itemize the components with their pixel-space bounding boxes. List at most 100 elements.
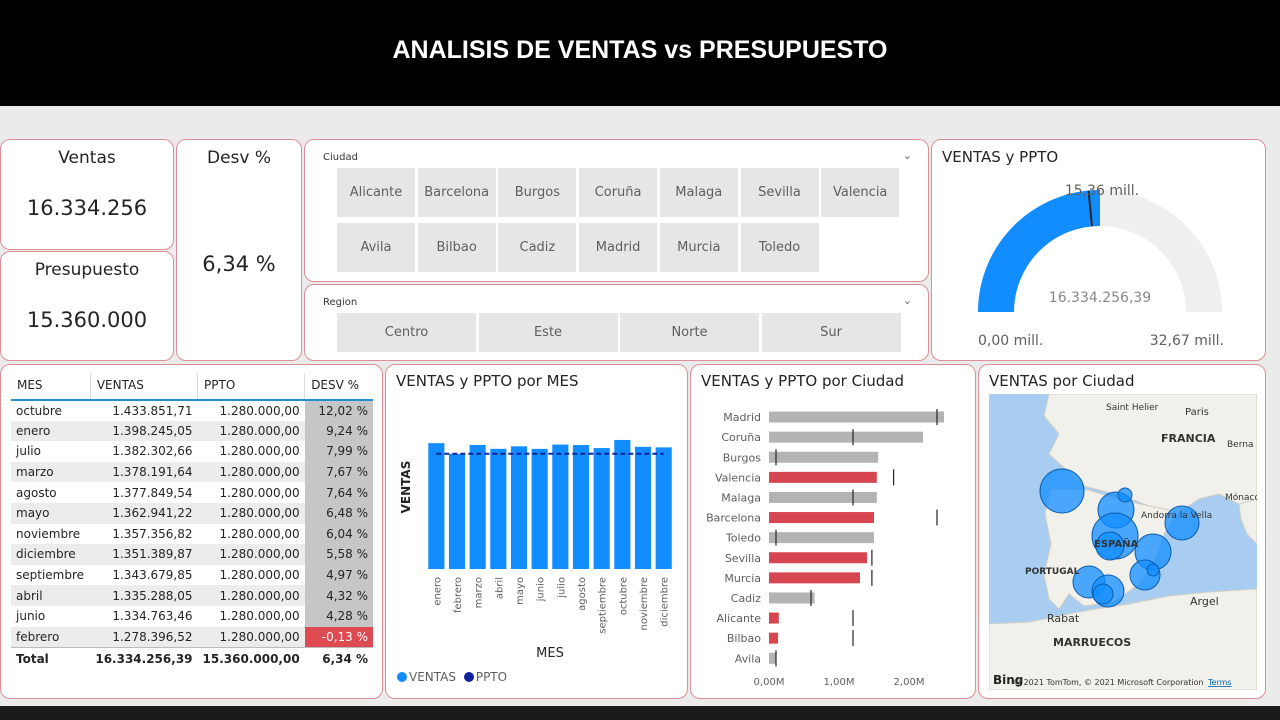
map-bubble[interactable] (1095, 531, 1125, 561)
bar-ventas-octubre[interactable] (614, 439, 631, 569)
y-tick-label: Bilbao (727, 632, 761, 645)
bar-ventas-malaga[interactable] (769, 491, 877, 503)
x-tick-label: junio (536, 577, 547, 602)
bar-ventas-alicante[interactable] (769, 612, 779, 624)
bar-ventas-julio[interactable] (552, 444, 569, 569)
bar-ventas-abril[interactable] (490, 448, 507, 569)
bar-ventas-toledo[interactable] (769, 532, 874, 544)
table-row[interactable]: junio 1.334.763,46 1.280.000,00 4,28 % (11, 605, 373, 627)
region-tile-este[interactable]: Este (478, 313, 618, 352)
x-tick-label: agosto (577, 577, 588, 611)
table-row[interactable]: noviembre 1.357.356,82 1.280.000,00 6,04 % (11, 523, 373, 545)
table-cell-desv-: 12,02 % (304, 400, 373, 421)
table-cell-ventas: 1.335.288,05 (90, 585, 198, 606)
y-tick-label: Avila (735, 652, 761, 665)
kpi-desv-label: Desv % (206, 148, 272, 168)
map-labels: Saint Helier Paris FRANCIA Berna Mónaco Andor… (1025, 403, 1257, 649)
ciudad-tile-malaga[interactable]: Malaga (659, 168, 738, 217)
x-tick-label: mayo (515, 577, 526, 605)
region-tile-sur[interactable]: Sur (761, 313, 901, 352)
map-bubble[interactable] (1146, 563, 1160, 577)
bing-logo-icon: Bing (993, 673, 1023, 687)
table-row[interactable]: diciembre 1.351.389,87 1.280.000,00 5,58 % (11, 544, 373, 565)
ciudad-tile-barcelona[interactable]: Barcelona (417, 168, 496, 217)
map-bubble[interactable] (1039, 468, 1085, 514)
bar-ventas-agosto[interactable] (572, 444, 590, 569)
table-cell-mes: enero (11, 420, 91, 442)
kpi-ventas-value: 16.334.256 (26, 196, 148, 220)
table-row[interactable]: octubre 1.433.851,71 1.280.000,00 12,02 % (11, 400, 373, 421)
legend-ventas[interactable]: VENTAS (397, 670, 456, 684)
ciudad-tile-madrid[interactable]: Madrid (579, 223, 658, 272)
chevron-down-icon[interactable]: ⌄ (902, 149, 912, 162)
bar-ventas-cadiz[interactable] (769, 592, 815, 604)
table-cell-ppto: 1.280.000,00 (197, 544, 305, 565)
legend-ventas-label: VENTAS (409, 670, 456, 684)
bar-ventas-barcelona[interactable] (769, 512, 874, 524)
ciudad-tile-bilbao[interactable]: Bilbao (417, 223, 496, 272)
gauge-target-marker (1087, 190, 1093, 227)
map-place-label: Mónaco (1225, 492, 1257, 503)
table-row[interactable]: mayo 1.362.941,22 1.280.000,00 6,48 % (11, 502, 373, 524)
bar-ventas-febrero[interactable] (448, 453, 466, 569)
ciudad-tile-avila[interactable]: Avila (337, 223, 415, 272)
ciudad-chart-title: VENTAS y PPTO por Ciudad (701, 372, 904, 390)
ciudad-tile-murcia[interactable]: Murcia (659, 223, 738, 272)
column-header-mes[interactable]: MES (11, 373, 91, 401)
table-cell-ppto: 1.280.000,00 (197, 461, 305, 483)
x-tick-label: octubre (618, 577, 629, 615)
bar-ventas-noviembre[interactable] (634, 446, 652, 569)
ciudad-tile-valencia[interactable]: Valencia (821, 168, 900, 217)
y-tick-label: Malaga (721, 491, 761, 504)
bar-ventas-mayo[interactable] (510, 446, 528, 569)
bar-ventas-septiembre[interactable] (593, 448, 610, 569)
bar-ventas-sevilla[interactable] (769, 552, 867, 564)
bar-ventas-murcia[interactable] (769, 572, 860, 584)
bar-ventas-madrid[interactable] (769, 411, 944, 423)
bar-ventas-valencia[interactable] (769, 471, 877, 483)
map-terms-link[interactable]: Terms (1207, 678, 1232, 687)
bar-ventas-avila[interactable] (769, 652, 776, 664)
ciudad-tile-sevilla[interactable]: Sevilla (740, 168, 819, 217)
table-row[interactable]: marzo 1.378.191,64 1.280.000,00 7,67 % (11, 461, 373, 483)
ventas-map-card: VENTAS por Ciudad Saint Helier Paris FRANC… (978, 364, 1266, 699)
table-row[interactable]: enero 1.398.245,05 1.280.000,00 9,24 % (11, 420, 373, 442)
map-bubble[interactable] (1117, 487, 1133, 503)
gauge-chart: 15,36 mill. 16.334.256,39 0,00 mill. 32,… (978, 183, 1224, 349)
bar-ventas-burgos[interactable] (769, 451, 879, 463)
table-row[interactable]: abril 1.335.288,05 1.280.000,00 4,32 % (11, 585, 373, 606)
bar-ventas-enero[interactable] (428, 443, 445, 569)
table-cell-ppto: 1.280.000,00 (219, 526, 300, 541)
bar-ventas-diciembre[interactable] (655, 447, 672, 569)
region-tile-norte[interactable]: Norte (620, 313, 759, 352)
ciudad-tile-toledo[interactable]: Toledo (740, 223, 819, 272)
legend-ppto[interactable]: PPTO (463, 670, 507, 684)
kpi-ventas-label: Ventas (58, 148, 116, 168)
table-row[interactable]: septiembre 1.343.679,85 1.280.000,00 4,97 % (11, 564, 373, 586)
map-bubble[interactable] (1164, 505, 1200, 541)
bar-ventas-junio[interactable] (531, 448, 548, 569)
bar-ventas-marzo[interactable] (469, 444, 486, 569)
bar-ventas-bilbao[interactable] (769, 632, 779, 644)
column-header-desv-[interactable]: DESV % (304, 373, 373, 401)
map-bubble[interactable] (1092, 583, 1114, 605)
region-tile-centro[interactable]: Centro (337, 313, 476, 352)
map-place-label: FRANCIA (1161, 432, 1216, 445)
column-header-ventas[interactable]: VENTAS (89, 373, 198, 401)
y-tick-label: Cadiz (731, 592, 761, 605)
mes-table: MES VENTAS PPTO DESV % octubre 1.433.851,71 1… (11, 373, 373, 672)
table-row[interactable]: julio 1.382.302,66 1.280.000,00 7,99 % (11, 441, 373, 462)
ciudad-tile-burgos[interactable]: Burgos (498, 168, 577, 217)
mes-matrix: MES VENTAS PPTO DESV % octubre 1.433.851,71 1… (0, 364, 383, 699)
table-row[interactable]: agosto 1.377.849,54 1.280.000,00 7,64 % (11, 482, 373, 503)
ciudad-tile-coruna[interactable]: Coruña (579, 168, 658, 217)
table-row[interactable]: febrero 1.278.396,52 1.280.000,00 -0,13 % (11, 626, 373, 648)
chevron-down-icon[interactable]: ⌄ (902, 294, 912, 307)
bar-ventas-coruna[interactable] (769, 431, 923, 443)
table-cell-ventas: 1.362.941,22 (90, 502, 198, 524)
report-header: ANALISIS DE VENTAS vs PRESUPUESTO (0, 0, 1280, 106)
ciudad-tile-alicante[interactable]: Alicante (337, 168, 415, 217)
map-visual[interactable]: Saint Helier Paris FRANCIA Berna Mónaco Andor… (989, 394, 1257, 690)
ciudad-tile-cadiz[interactable]: Cadiz (498, 223, 577, 272)
column-header-ppto[interactable]: PPTO (197, 373, 305, 401)
